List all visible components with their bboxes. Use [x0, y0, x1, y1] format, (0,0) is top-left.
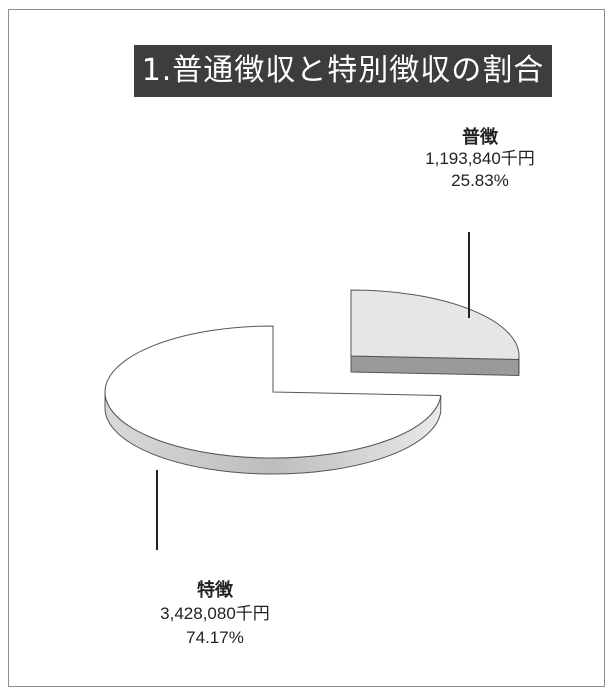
label-tokucho-percent: 74.17% [186, 628, 244, 647]
label-fucho: 普徴 1,193,840千円 25.83% [405, 126, 555, 192]
label-fucho-value: 1,193,840千円 [425, 149, 535, 168]
label-tokucho: 特徴 3,428,080千円 74.17% [135, 578, 295, 650]
label-fucho-percent: 25.83% [451, 171, 509, 190]
label-fucho-name: 普徴 [462, 127, 498, 147]
label-tokucho-value: 3,428,080千円 [160, 604, 270, 623]
label-tokucho-name: 特徴 [197, 580, 233, 600]
chart-title: 1.普通徴収と特別徴収の割合 [134, 45, 552, 97]
pie-slice-tokucho [104, 325, 442, 459]
pie-slice-fucho [350, 289, 520, 360]
